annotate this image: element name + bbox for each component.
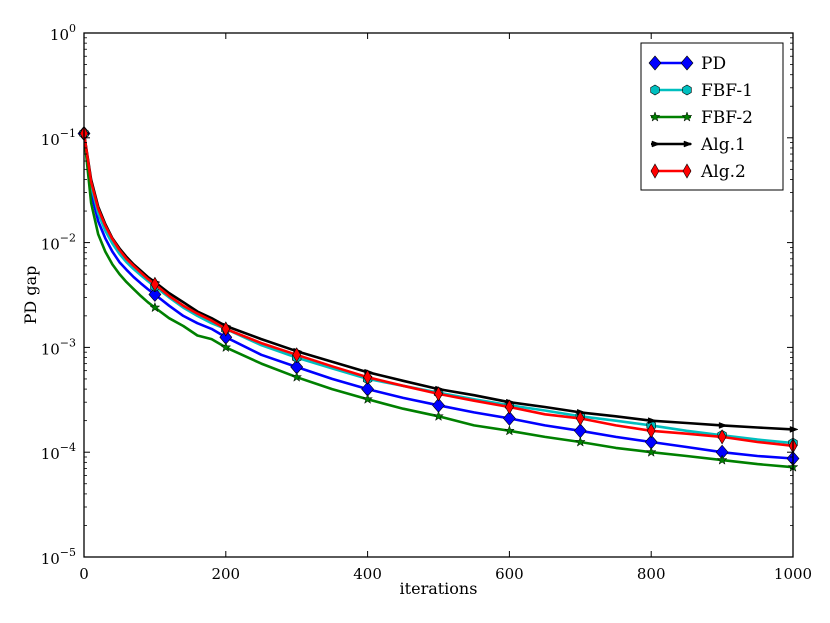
series-point-fbf-2: [716, 454, 728, 465]
series-point-fbf-2: [645, 446, 657, 457]
ticks-layer: 0 200 400 600 800 1000 10−5 10−4 10−3 10−2 10−1 100: [41, 22, 812, 583]
series-point-fbf-2: [149, 301, 161, 313]
x-tick-label: 800: [637, 565, 666, 583]
series-point-alg-1: [789, 426, 799, 433]
series-point-alg-1: [718, 422, 728, 429]
legend-label-pd: PD: [701, 54, 726, 74]
y-tick-label: 10−3: [41, 336, 76, 358]
series-line-fbf-2: [84, 133, 793, 469]
series-point-fbf-2: [574, 436, 586, 447]
x-tick-label: 1000: [774, 565, 812, 583]
series-point-fbf-2: [291, 371, 303, 382]
legend-label-fbf-1: FBF-1: [701, 81, 753, 101]
legend-marker-pd: [648, 55, 662, 71]
series-point-alg-2: [363, 369, 372, 385]
series-point-alg-2: [717, 429, 727, 445]
series-point-alg-2: [646, 423, 656, 439]
legend-marker-alg-2: [682, 163, 692, 179]
y-axis-title: PD gap: [21, 266, 40, 325]
legend-marker-fbf-1: [650, 84, 660, 96]
series-point-alg-2: [150, 276, 160, 292]
legend-marker-fbf-1: [682, 84, 692, 96]
series-point-fbf-2: [362, 393, 374, 404]
plot-frame: [83, 32, 794, 558]
legend: PD FBF-1 FBF-2 Alg.1 Alg.2: [640, 42, 784, 191]
y-tick-label: 100: [50, 22, 76, 44]
y-tick-label: 10−5: [41, 546, 76, 568]
legend-marker-alg-1: [683, 140, 693, 148]
series-point-fbf-2: [220, 341, 232, 353]
legend-marker-alg-2: [650, 163, 660, 179]
x-tick-label: 600: [495, 565, 524, 583]
legend-label-alg-1: Alg.1: [700, 135, 746, 155]
series-point-alg-2: [575, 410, 585, 427]
series-point-alg-1: [647, 417, 657, 425]
x-tick-label: 400: [353, 565, 382, 583]
legend-marker-fbf-2: [649, 111, 661, 122]
legend-marker-alg-1: [651, 140, 661, 148]
x-axis-title: iterations: [400, 579, 478, 598]
series-point-alg-2: [292, 347, 302, 363]
series-point-alg-2: [221, 321, 231, 337]
legend-label-alg-2: Alg.2: [700, 162, 746, 182]
legend-marker-pd: [680, 55, 694, 71]
series-point-pd: [148, 286, 162, 302]
legend-marker-fbf-2: [681, 111, 693, 122]
y-tick-label: 10−2: [41, 232, 76, 254]
series-layer: [77, 125, 800, 472]
series-line-alg-2: [84, 133, 793, 448]
y-tick-label: 10−4: [41, 441, 76, 463]
series-point-fbf-2: [503, 425, 515, 436]
series-line-pd: [84, 133, 793, 460]
y-tick-label: 10−1: [41, 127, 76, 149]
x-tick-label: 0: [79, 565, 89, 583]
legend-label-fbf-2: FBF-2: [701, 108, 753, 128]
series-point-alg-2: [434, 386, 443, 402]
x-tick-label: 200: [211, 565, 240, 583]
series-point-alg-2: [505, 399, 514, 415]
series-point-fbf-2: [433, 410, 444, 421]
